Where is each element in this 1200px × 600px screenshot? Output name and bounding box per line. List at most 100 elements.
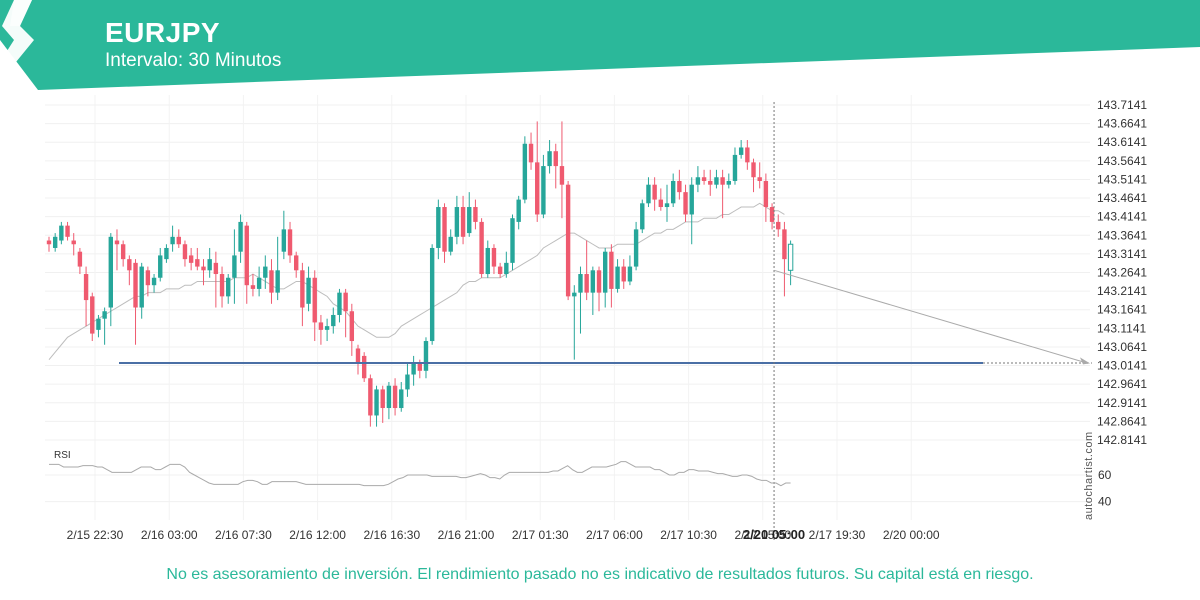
candle-body [263,266,268,278]
candle-body [757,177,762,181]
y-tick-label: 143.5641 [1097,154,1147,168]
candle-body [708,180,713,185]
disclaimer-text: No es asesoramiento de inversión. El ren… [166,566,1034,583]
x-tick-label: 2/16 16:30 [363,528,420,542]
candle-body [491,247,497,267]
x-tick-label: 2/17 06:00 [586,528,643,542]
candle-body [683,192,688,215]
chart-grid [45,95,1090,520]
candle [553,143,558,189]
candle-body [417,363,422,371]
candle [670,173,676,208]
candle-body [83,274,89,301]
candle-body [226,277,231,297]
candle [269,259,274,304]
candle [133,259,138,345]
x-tick-label: 2/16 03:00 [141,528,198,542]
candle-body [207,259,212,271]
candle [745,140,750,170]
candle [677,169,682,200]
moving-average-line [48,202,785,360]
candle [170,225,175,252]
candle-body [71,240,76,245]
current-time-label: 2/20 05:00 [743,527,805,542]
candle [139,262,144,319]
candle [726,173,731,189]
candle-body [145,270,151,286]
candle [361,352,367,382]
candle-body [627,266,633,282]
candle-body [497,266,503,275]
candle-body [787,243,794,271]
candle-body [164,247,169,260]
candle-body [714,177,719,185]
candle [195,247,200,271]
candle [652,177,657,211]
rsi-line [49,461,791,487]
candle-body [732,154,738,181]
candle-body [250,285,256,289]
candle [164,244,169,263]
x-tick-label: 2/20 00:00 [883,528,940,542]
candle-body [670,180,676,204]
candle-body [114,240,120,245]
candle [633,221,639,271]
candle [256,266,262,297]
candle [522,136,528,204]
candle [287,221,293,263]
candle [689,177,694,245]
candle-body [349,311,355,342]
candle-body [300,270,305,308]
candle-body [547,151,552,167]
candle-body [646,184,651,204]
candle-body [429,247,435,342]
y-tick-label: 143.6141 [1097,135,1147,149]
candle-body [745,147,750,163]
candle [473,199,478,230]
candle [621,259,626,289]
candle [238,214,243,263]
candle [467,192,472,237]
candle [368,374,373,427]
candle-body [677,180,682,193]
candle-body [287,229,293,256]
candle [695,166,701,193]
candle [776,214,781,237]
candle-body [640,203,645,230]
candle-body [652,184,657,200]
candle [232,229,237,304]
candle-body [528,143,534,163]
candle [590,266,596,315]
candle [65,221,70,241]
candle-body [281,229,287,252]
candle [213,251,219,308]
candle-body [454,207,460,237]
candle-body [201,266,206,271]
candle [108,233,113,327]
candle [392,378,398,416]
candle-body [244,225,249,286]
candle-body [664,203,670,208]
candle [701,169,707,185]
candle-body [361,355,367,379]
candle [763,173,769,222]
y-tick-label: 143.2141 [1097,284,1147,298]
candle [127,255,132,286]
candle-body [219,274,225,297]
y-tick-label: 142.9641 [1097,377,1147,391]
candle [708,169,713,196]
candle [528,132,534,170]
candle-body [485,247,490,275]
y-tick-label: 143.3641 [1097,228,1147,242]
candle [263,255,268,289]
candle-body [102,311,107,319]
candle [497,262,503,278]
candle-body [355,348,361,364]
candle [318,314,324,345]
candle [411,355,416,386]
candle [479,218,484,278]
candle-body [46,240,52,245]
candle [714,169,719,189]
candle-body [448,236,453,252]
y-tick-label: 143.3141 [1097,247,1147,261]
